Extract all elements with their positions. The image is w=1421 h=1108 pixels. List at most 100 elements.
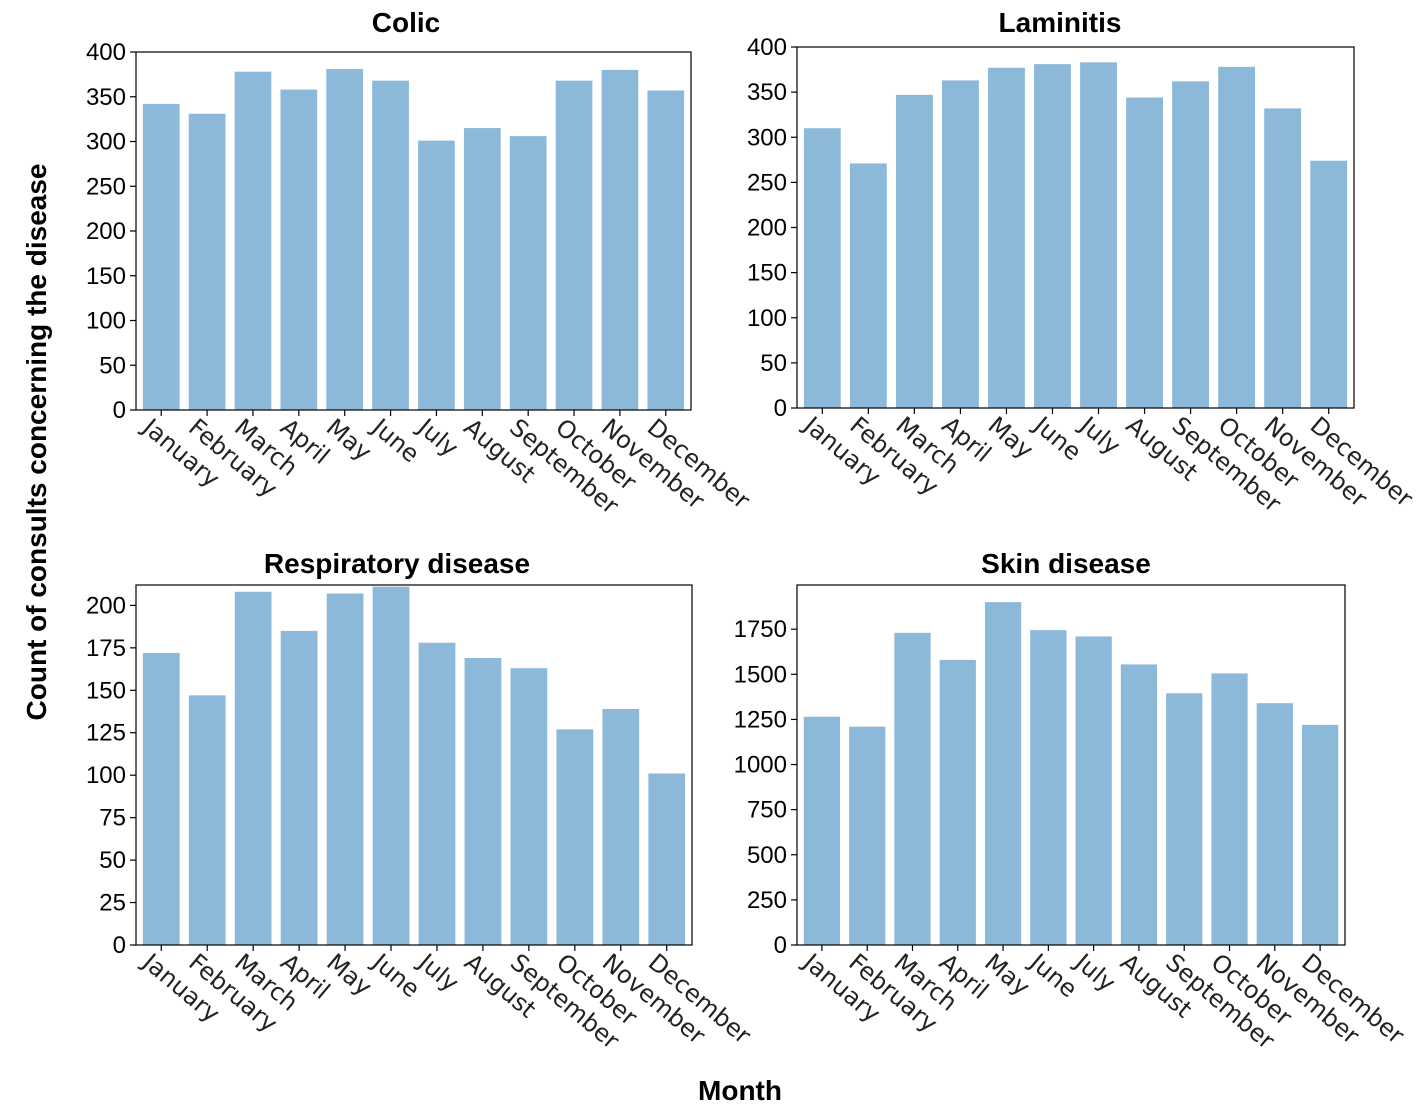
bar-may [988, 67, 1025, 408]
x-tick-label: July [1073, 410, 1126, 460]
bar-january [142, 652, 180, 945]
bar-september [1172, 81, 1209, 409]
y-tick-label: 400 [747, 34, 787, 61]
y-tick-label: 0 [774, 395, 787, 422]
plot-frame [135, 584, 693, 946]
y-tick-label: 500 [747, 842, 787, 869]
chart-title: Colic [372, 7, 440, 38]
plot-area-respiratory: JanuaryFebruaryMarchAprilMayJuneJulyAugu… [86, 584, 756, 1055]
y-tick-label: 100 [747, 305, 787, 332]
y-tick-label: 75 [99, 805, 126, 832]
y-tick-label: 1250 [734, 706, 787, 733]
bar-january [142, 103, 180, 410]
plot-area-laminitis: JanuaryFebruaryMarchAprilMayJuneJulyAugu… [747, 34, 1418, 518]
x-tick-label: May [321, 413, 377, 466]
bar-august [464, 658, 502, 945]
x-tick-label: May [983, 411, 1039, 464]
bar-december [1310, 160, 1348, 408]
bar-may [326, 593, 364, 945]
bar-april [280, 89, 318, 410]
y-tick-label: 400 [86, 39, 126, 66]
bar-april [939, 659, 976, 945]
bar-september [510, 668, 548, 945]
x-tick-label: July [1068, 947, 1121, 997]
y-tick-label: 150 [86, 677, 126, 704]
y-tick-label: 50 [760, 350, 787, 377]
plot-frame [796, 46, 1355, 409]
bar-october [1211, 673, 1248, 945]
bar-april [280, 630, 318, 945]
x-tick-label: May [979, 948, 1035, 1001]
bar-march [234, 71, 272, 410]
bar-august [1126, 97, 1163, 408]
y-tick-label: 250 [86, 173, 126, 200]
bar-december [648, 773, 686, 945]
bar-november [601, 69, 639, 411]
y-tick-label: 200 [747, 215, 787, 242]
y-tick-label: 25 [99, 890, 126, 917]
y-tick-label: 100 [86, 308, 126, 335]
bar-january [803, 128, 841, 408]
y-tick-label: 150 [747, 260, 787, 287]
bar-december [647, 90, 685, 411]
x-tick-label: June [365, 412, 425, 468]
bar-october [1218, 66, 1256, 409]
y-tick-label: 175 [86, 635, 126, 662]
x-axis-label: Month [698, 1075, 782, 1106]
y-tick-label: 125 [86, 720, 126, 747]
bar-december [1301, 724, 1339, 945]
y-tick-label: 0 [113, 932, 126, 959]
y-tick-label: 250 [747, 169, 787, 196]
chart-title: Skin disease [981, 548, 1151, 579]
bar-february [849, 726, 886, 945]
bar-june [372, 586, 410, 945]
bar-october [556, 729, 594, 945]
x-tick-label: June [366, 947, 426, 1003]
bar-september [1166, 693, 1203, 945]
chart-panel-colic: Colic JanuaryFebruaryMarchAprilMayJuneJu… [86, 7, 755, 520]
chart-title: Laminitis [999, 7, 1122, 38]
bar-march [895, 94, 933, 408]
bar-june [372, 80, 409, 410]
x-tick-label: July [412, 947, 465, 997]
x-tick-label: July [411, 412, 464, 462]
bar-june [1030, 630, 1067, 945]
bar-february [188, 113, 226, 410]
bar-april [942, 80, 979, 408]
bar-november [1264, 108, 1302, 409]
bar-november [1256, 703, 1293, 945]
y-tick-label: 1000 [734, 752, 787, 779]
bar-july [1080, 62, 1117, 409]
y-tick-label: 250 [747, 887, 787, 914]
bar-july [418, 140, 455, 411]
bar-september [509, 136, 547, 410]
plot-frame [796, 584, 1346, 946]
bar-august [1120, 664, 1158, 945]
bar-march [894, 632, 931, 945]
chart-panel-respiratory: Respiratory disease JanuaryFebruaryMarch… [86, 548, 756, 1055]
bar-january [803, 716, 841, 945]
y-tick-label: 300 [747, 124, 787, 151]
bar-june [1034, 64, 1071, 409]
bar-may [984, 602, 1022, 945]
chart-panel-laminitis: Laminitis JanuaryFebruaryMarchAprilMayJu… [747, 7, 1418, 518]
y-tick-label: 350 [86, 84, 126, 111]
x-tick-label: May [321, 948, 377, 1001]
bar-november [602, 708, 640, 945]
y-axis-label: Count of consults concerning the disease [21, 164, 52, 721]
bar-july [418, 642, 456, 945]
y-tick-label: 1750 [734, 616, 787, 643]
y-tick-label: 300 [86, 129, 126, 156]
y-tick-label: 750 [747, 797, 787, 824]
y-tick-label: 100 [86, 762, 126, 789]
y-tick-label: 0 [774, 932, 787, 959]
y-tick-label: 200 [86, 592, 126, 619]
y-tick-label: 50 [99, 352, 126, 379]
chart-panel-skin: Skin disease JanuaryFebruaryMarchAprilMa… [734, 548, 1410, 1055]
bar-march [234, 591, 272, 945]
bar-august [463, 128, 501, 410]
y-tick-label: 0 [113, 397, 126, 424]
plot-frame [135, 51, 692, 411]
bar-july [1075, 636, 1112, 945]
